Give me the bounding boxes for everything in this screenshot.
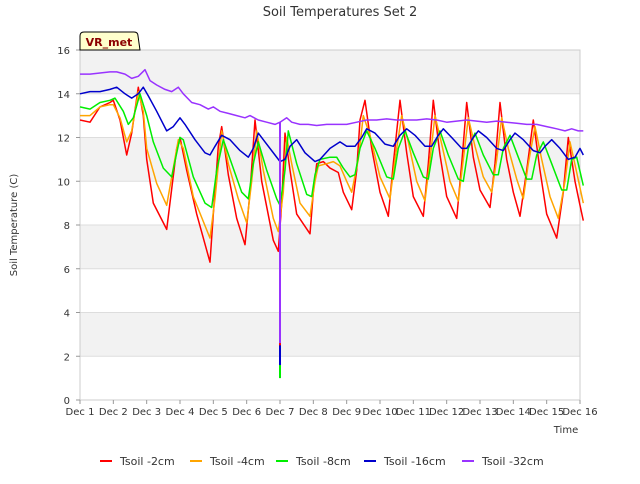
x-tick-label: Dec 14 — [496, 407, 531, 418]
legend-label: Tsoil -4cm — [209, 455, 265, 468]
x-axis-ticks: Dec 1 Dec 2 Dec 3 Dec 4 Dec 5 Dec 6 Dec 7 Dec 8… — [66, 400, 598, 418]
series-line-tsoil-4cm — [80, 90, 585, 239]
plot-band — [80, 356, 580, 400]
y-axis-ticks: 0 2 4 6 8 10 12 14 16 — [57, 46, 80, 407]
y-tick-label: 14 — [57, 90, 70, 101]
badge-label: VR_met — [86, 36, 133, 49]
plot-band — [80, 268, 580, 313]
series-line-tsoil-8cm — [79, 93, 585, 209]
x-tick-label: Dec 9 — [332, 407, 361, 418]
plot-band — [80, 93, 580, 138]
y-axis-label: Soil Temperature (C) — [9, 174, 20, 277]
x-tick-label: Dec 4 — [166, 407, 195, 418]
y-tick-label: 6 — [64, 265, 70, 276]
series-line-tsoil-16cm — [79, 86, 584, 163]
chart-title: Soil Temperatures Set 2 — [263, 5, 418, 20]
grid-lines — [79, 49, 581, 401]
x-tick-label: Dec 10 — [362, 407, 397, 418]
y-tick-label: 2 — [64, 352, 70, 363]
y-tick-label: 12 — [57, 134, 70, 145]
plot-band — [80, 50, 580, 94]
y-tick-label: 8 — [64, 221, 70, 232]
y-tick-label: 16 — [57, 46, 70, 57]
x-tick-label: Dec 15 — [529, 407, 564, 418]
plot-band — [80, 181, 580, 225]
x-tick-label: Dec 8 — [299, 407, 328, 418]
x-tick-label: Dec 3 — [132, 407, 161, 418]
vr-met-badge: VR_met — [79, 31, 141, 51]
x-tick-label: Dec 5 — [199, 407, 228, 418]
x-tick-label: Dec 11 — [396, 407, 431, 418]
x-tick-label: Dec 6 — [232, 407, 261, 418]
x-tick-label: Dec 16 — [562, 407, 597, 418]
y-tick-label: 10 — [57, 177, 70, 188]
x-axis-label: Time — [553, 425, 578, 436]
x-tick-label: Dec 12 — [429, 407, 464, 418]
plot-band — [80, 225, 580, 269]
y-tick-label: 0 — [64, 396, 70, 407]
legend-label: Tsoil -8cm — [295, 455, 351, 468]
legend-label: Tsoil -16cm — [383, 455, 446, 468]
x-tick-label: Dec 13 — [462, 407, 497, 418]
plot-band — [80, 312, 580, 357]
legend-label: Tsoil -2cm — [119, 455, 175, 468]
legend-label: Tsoil -32cm — [481, 455, 544, 468]
y-tick-label: 4 — [64, 309, 70, 320]
x-tick-label: Dec 7 — [266, 407, 295, 418]
x-tick-label: Dec 1 — [66, 407, 95, 418]
series-lines — [79, 68, 585, 379]
series-line-tsoil-32cm — [80, 68, 584, 132]
x-tick-label: Dec 2 — [99, 407, 128, 418]
legend: Tsoil -2cm Tsoil -4cm Tsoil -8cm Tsoil -16c… — [100, 455, 544, 468]
badge-box — [79, 31, 141, 51]
